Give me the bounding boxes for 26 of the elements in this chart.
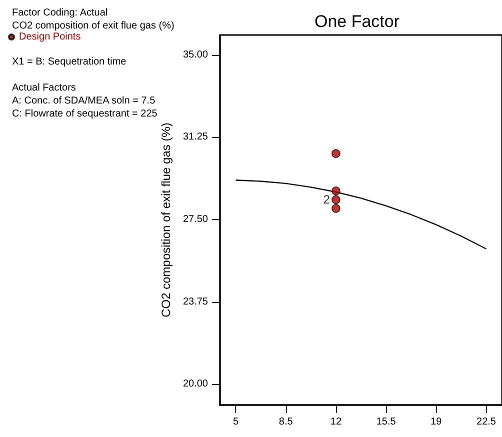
point [332, 186, 340, 196]
annotation: 2 [323, 192, 330, 207]
legend-label: Design Points [19, 32, 81, 42]
y-tick-label: 20.00 [182, 378, 208, 390]
x-tick-label: 15.5 [376, 416, 396, 428]
x-tick-label: 12 [330, 416, 342, 428]
y-axis-title: CO2 composition of exit flue gas (%) [159, 122, 174, 318]
line-series [235, 180, 487, 250]
x-tick-label: 5 [232, 416, 239, 428]
text: X1 = B: Sequetration time [12, 56, 127, 68]
y-tick-label: 35.00 [182, 49, 208, 60]
point [332, 204, 340, 213]
text: Factor Coding: Actual [12, 8, 108, 18]
text: CO2 composition of exit flue gas (%) [12, 20, 174, 32]
y-tick-label: 27.50 [182, 214, 208, 225]
y-tick-label: 23.75 [182, 296, 208, 308]
text: A: Conc. of SDA/MEA soln = 7.5 [12, 96, 156, 106]
x-tick-label: 19 [430, 416, 442, 428]
chart-title: One Factor [314, 12, 400, 31]
point [332, 149, 340, 158]
text: C: Flowrate of sequestrant = 225 [12, 108, 158, 120]
x-tick-label: 8.5 [278, 416, 294, 428]
text: Actual Factors [12, 82, 76, 94]
y-tick-label: 31.25 [182, 132, 208, 143]
point [332, 195, 340, 204]
x-tick-label: 22.5 [476, 416, 496, 428]
